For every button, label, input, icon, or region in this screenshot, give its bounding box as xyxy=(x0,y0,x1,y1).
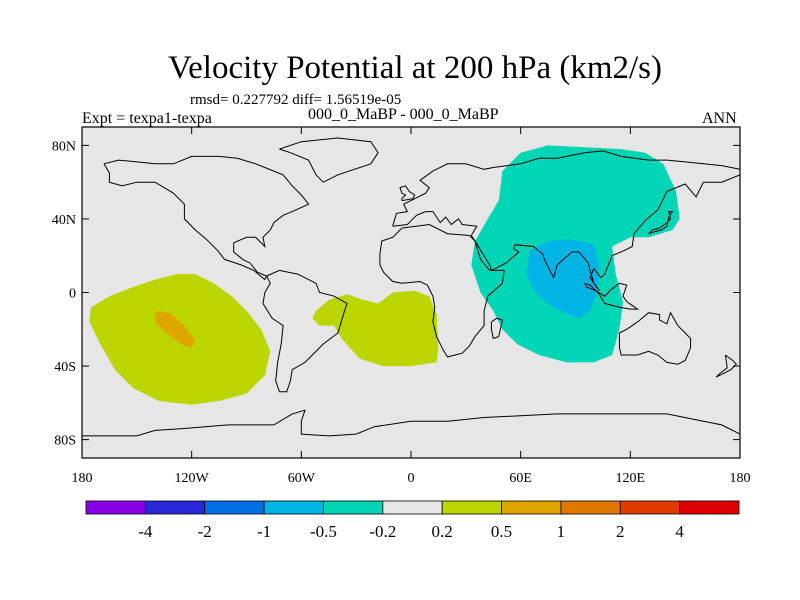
colorbar-box xyxy=(501,500,562,515)
japan-coastline xyxy=(648,211,674,235)
colorbar-label: 2 xyxy=(616,522,625,541)
indonesia-coastline xyxy=(584,282,640,310)
colorbar-box xyxy=(441,500,502,515)
lon-tick-label: 0 xyxy=(408,471,415,486)
new-zealand-coastline xyxy=(715,354,737,378)
south-america-coastline xyxy=(262,269,348,393)
colorbar-label: -0.5 xyxy=(310,522,337,541)
colorbar-label: 1 xyxy=(557,522,566,541)
colorbar-label: 0.2 xyxy=(432,522,453,541)
season-label: ANN xyxy=(702,110,737,127)
colorbar-box xyxy=(679,500,740,515)
colorbar: -4 -2 -1 -0.5 -0.2 0.2 0.5 1 2 4 xyxy=(85,500,740,541)
greenland-coastline xyxy=(279,137,379,183)
lon-tick-label: 120W xyxy=(175,471,210,486)
colorbar-label: -0.2 xyxy=(369,522,396,541)
colorbar-box xyxy=(619,500,681,515)
colorbar-label: 0.5 xyxy=(491,522,512,541)
lon-tick-label: 180 xyxy=(72,471,93,486)
coastlines xyxy=(82,137,740,437)
colorbar-box xyxy=(560,500,621,515)
colorbar-label: 4 xyxy=(675,522,684,541)
atlantic-positive-region xyxy=(312,290,439,367)
case-label: 000_0_MaBP - 000_0_MaBP xyxy=(308,106,499,123)
contour-fields xyxy=(89,145,680,405)
lat-tick-label: 40S xyxy=(54,360,76,375)
australia-coastline xyxy=(618,311,692,365)
lon-tick-label: 60E xyxy=(509,471,532,486)
colorbar-box xyxy=(382,500,443,515)
colorbar-label: -4 xyxy=(138,522,153,541)
experiment-label: Expt = texpa1-texpa xyxy=(82,110,212,127)
lat-tick-label: 40N xyxy=(52,213,76,228)
lat-tick-label: 80S xyxy=(54,434,76,449)
colorbar-box xyxy=(144,500,206,515)
plot-title: Velocity Potential at 200 hPa (km2/s) xyxy=(167,50,663,86)
latitude-axis: 80N 40N 0 40S 80S xyxy=(52,139,740,449)
madagascar-coastline xyxy=(490,317,503,340)
colorbar-label: -2 xyxy=(198,522,212,541)
stats-text: rmsd= 0.227792 diff= 1.56519e-05 xyxy=(190,92,402,108)
eurasia-coastline xyxy=(392,150,740,291)
lat-tick-label: 0 xyxy=(69,287,76,302)
antarctica-coastline xyxy=(82,409,740,437)
lon-tick-label: 60W xyxy=(288,471,316,486)
colorbar-box xyxy=(204,500,265,515)
africa-coastline xyxy=(379,223,505,358)
colorbar-box xyxy=(263,500,324,515)
lon-tick-label: 120E xyxy=(616,471,646,486)
colorbar-box xyxy=(85,500,146,515)
uk-coastline xyxy=(399,185,416,202)
lat-tick-label: 80N xyxy=(52,139,76,154)
longitude-axis: 180 120W 60W 0 60E 120E 180 xyxy=(72,127,751,486)
pacific-positive-core xyxy=(155,310,196,348)
north-america-coastline xyxy=(103,155,310,281)
lon-tick-label: 180 xyxy=(730,471,751,486)
colorbar-box xyxy=(323,500,384,515)
colorbar-label: -1 xyxy=(257,522,271,541)
